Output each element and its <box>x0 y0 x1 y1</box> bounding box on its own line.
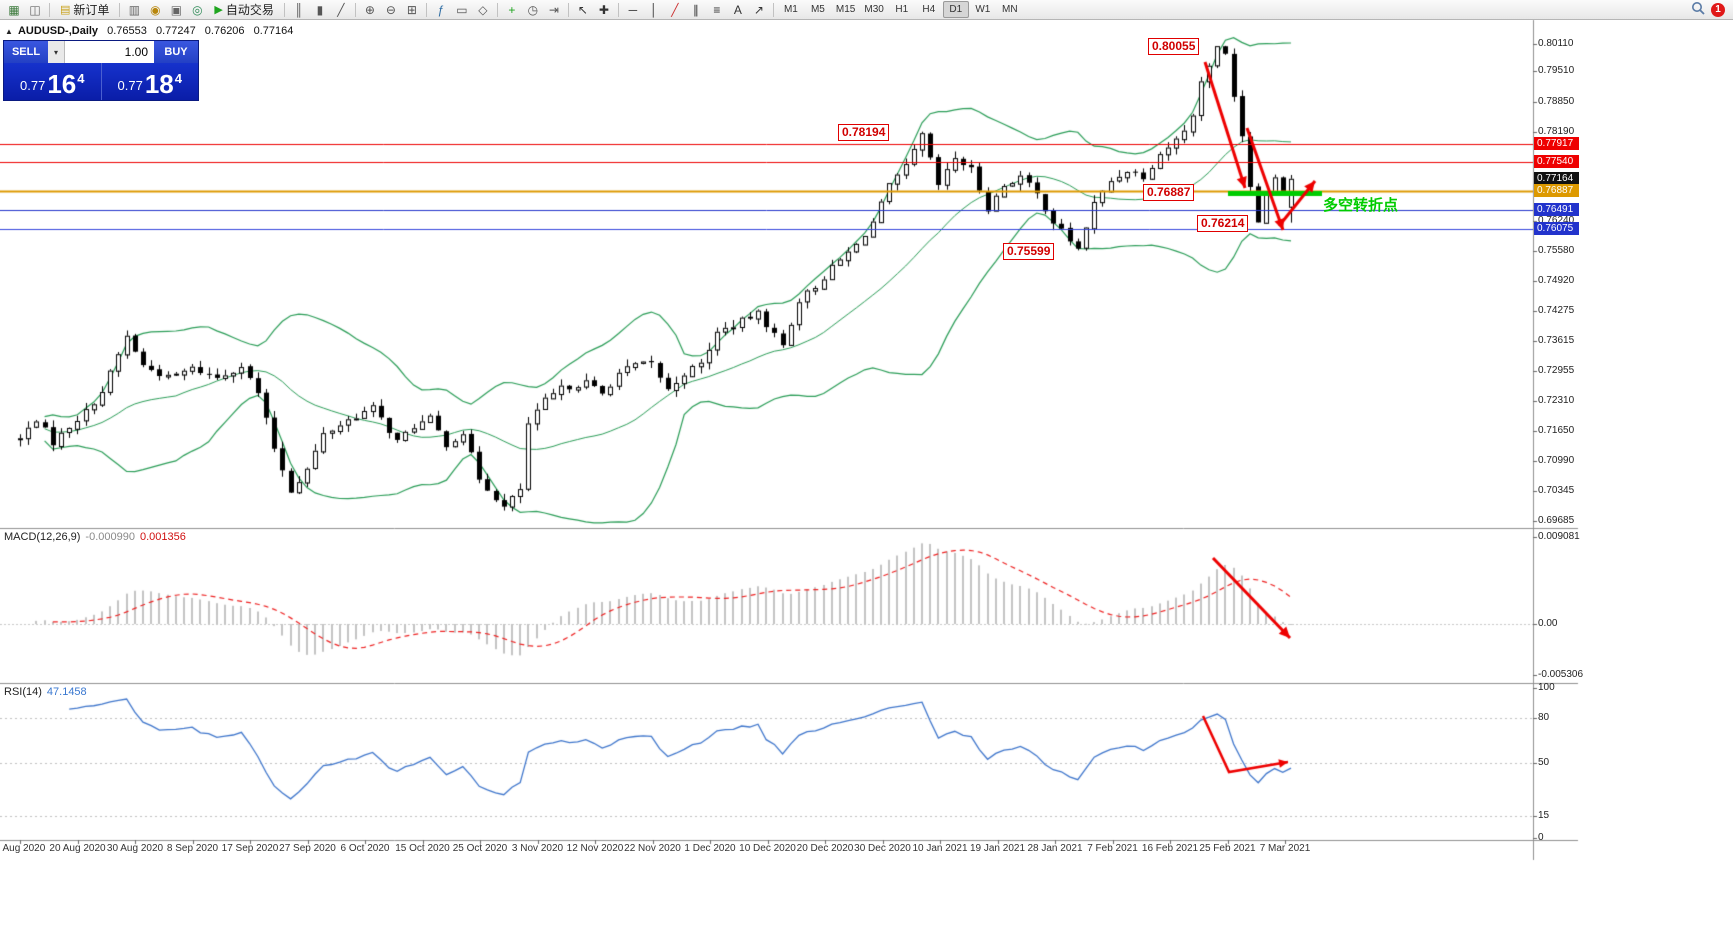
bar-chart-icon[interactable]: ║ <box>294 2 304 17</box>
timeframe-m30[interactable]: M30 <box>864 4 884 15</box>
vertical-line-icon[interactable]: │ <box>650 2 658 17</box>
toolbar-separator <box>772 2 774 17</box>
indicators-icon[interactable]: ƒ <box>437 2 445 17</box>
macd-main-value: -0.000990 <box>85 531 135 543</box>
rsi-value: 47.1458 <box>46 686 87 698</box>
rsi-name: RSI(14) <box>4 686 42 698</box>
autotrade-button-label: 自动交易 <box>225 3 274 17</box>
zoom-out-icon[interactable]: ⊖ <box>385 2 396 17</box>
ohlc-high: 0.77247 <box>155 25 196 37</box>
rsi-label: RSI(14) 47.1458 <box>4 686 87 698</box>
ohlc-low: 0.76206 <box>204 25 245 37</box>
sell-price-prefix: 0.77 <box>20 78 46 93</box>
timeframe-m1[interactable]: M1 <box>783 4 798 15</box>
autotrade-button[interactable]: ▶ 自动交易 <box>208 2 279 18</box>
objects-icon[interactable]: ◇ <box>478 2 488 17</box>
toolbar-right-group: 1 <box>1691 1 1729 18</box>
macd-name: MACD(12,26,9) <box>4 531 81 543</box>
buy-price-big: 18 <box>144 69 174 99</box>
sell-price-display[interactable]: 0.77 16 4 <box>4 63 101 100</box>
trendline-icon[interactable]: ╱ <box>671 2 679 17</box>
ohlc-close: 0.77164 <box>253 25 294 37</box>
buy-button[interactable]: BUY <box>154 41 198 63</box>
strategy-tester-icon[interactable]: ◎ <box>192 2 203 17</box>
terminal-icon[interactable]: ▣ <box>170 2 183 17</box>
navigator-icon[interactable]: ◉ <box>150 2 161 17</box>
timeframe-m5[interactable]: M5 <box>810 4 825 15</box>
trade-panel-prices: 0.77 16 4 0.77 18 4 <box>4 63 198 100</box>
toolbar-separator <box>425 2 427 17</box>
notification-badge[interactable]: 1 <box>1711 2 1725 17</box>
volume-input[interactable] <box>65 41 154 63</box>
indicator-list-icon[interactable]: ▭ <box>456 2 468 17</box>
sell-price-big: 16 <box>47 69 77 99</box>
timeframe-mn[interactable]: MN <box>1002 4 1018 15</box>
chart-profiles-icon[interactable]: ◫ <box>29 2 41 17</box>
toolbar-separator <box>119 2 121 17</box>
candlestick-chart-icon[interactable]: ▮ <box>316 2 324 17</box>
fibonacci-icon[interactable]: ≡ <box>713 2 721 17</box>
timeframe-h4[interactable]: H4 <box>922 4 936 15</box>
timeframe-h1[interactable]: H1 <box>895 4 909 15</box>
trade-panel-divider <box>100 63 102 100</box>
cursor-icon[interactable]: ↖ <box>577 2 588 17</box>
market-watch-icon[interactable]: ▥ <box>128 2 141 17</box>
chart-title: ▲ AUDUSD-,Daily 0.76553 0.77247 0.76206 … <box>5 25 299 37</box>
new-order-icon: ▤ <box>60 4 71 16</box>
volume-stepper[interactable]: ▾ <box>48 41 65 63</box>
autotrade-play-icon: ▶ <box>214 4 223 16</box>
ohlc-open: 0.76553 <box>107 25 147 37</box>
timeframe-w1[interactable]: W1 <box>975 4 991 15</box>
zoom-in-icon[interactable]: ⊕ <box>364 2 375 17</box>
buy-price-display[interactable]: 0.77 18 4 <box>102 63 199 100</box>
buy-price-prefix: 0.77 <box>117 78 143 93</box>
search-icon[interactable] <box>1691 1 1705 18</box>
buy-price-sup: 4 <box>174 71 182 86</box>
crosshair-icon[interactable]: ✚ <box>598 2 609 17</box>
timeframe-d1[interactable]: D1 <box>942 1 969 18</box>
new-order-button-label: 新订单 <box>73 3 110 17</box>
arrows-tool-icon[interactable]: ↗ <box>753 2 764 17</box>
turning-point-annotation: 多空转折点 <box>1323 197 1399 214</box>
tile-windows-icon[interactable]: ⊞ <box>406 2 417 17</box>
new-order-button[interactable]: ▤ 新订单 <box>54 2 115 18</box>
symbol-timeframe-label: AUDUSD-,Daily <box>17 25 99 37</box>
horizontal-line-icon[interactable]: ─ <box>628 2 638 17</box>
main-toolbar: ▦ ◫ ▤ 新订单 ▥ ◉ ▣ ◎ ▶ 自动交易 ║ ▮ ╱ ⊕ ⊖ ⊞ ƒ ▭ ◇ + ◷ ⇥ ↖ ✚ ─ │ ╱ ∥ ≡ A ↗ M1 M5… <box>0 0 1733 20</box>
macd-label: MACD(12,26,9) -0.000990 0.001356 <box>4 531 186 543</box>
toolbar-separator <box>496 2 498 17</box>
text-label-icon[interactable]: A <box>733 2 742 17</box>
equidistant-channel-icon[interactable]: ∥ <box>692 2 699 17</box>
line-chart-icon[interactable]: ╱ <box>337 2 345 17</box>
sell-price-sup: 4 <box>77 71 85 86</box>
new-chart-icon[interactable]: ▦ <box>8 2 20 17</box>
new-order-plus-icon[interactable]: + <box>508 2 516 17</box>
sell-button[interactable]: SELL <box>4 41 48 63</box>
trade-panel-toggle-icon[interactable]: ▲ <box>5 27 13 36</box>
toolbar-separator <box>354 2 356 17</box>
trade-panel-controls: SELL ▾ BUY <box>4 41 198 63</box>
chart-shift-icon[interactable]: ⇥ <box>548 2 559 17</box>
toolbar-separator <box>567 2 569 17</box>
toolbar-separator <box>49 2 50 17</box>
alarm-clock-icon[interactable]: ◷ <box>527 2 539 17</box>
timeframe-m15[interactable]: M15 <box>835 4 856 15</box>
toolbar-separator <box>617 2 619 17</box>
toolbar-separator <box>283 2 285 17</box>
macd-signal-value: 0.001356 <box>139 531 186 543</box>
